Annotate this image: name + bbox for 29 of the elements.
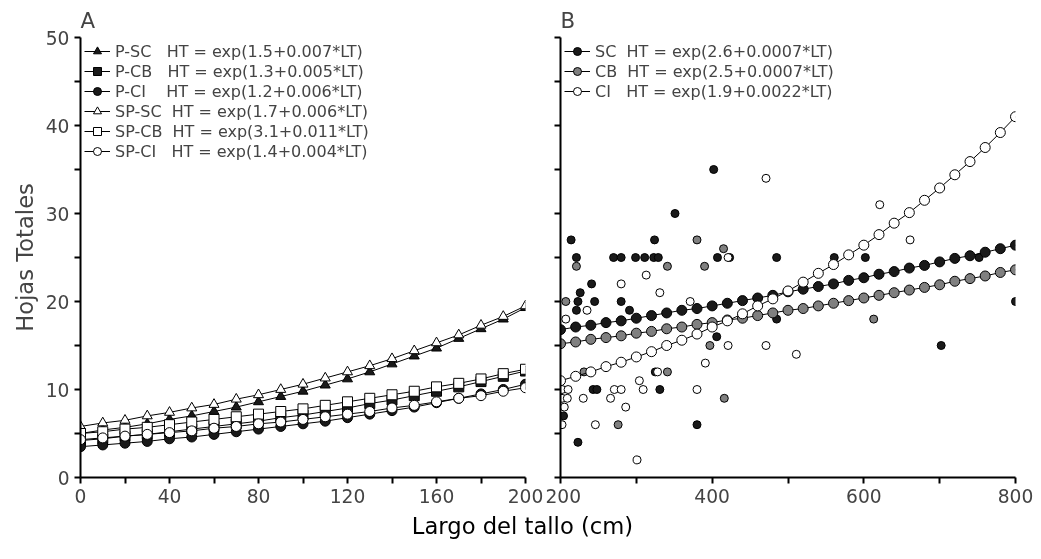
x-tick-label: 40 [157,485,182,507]
legend-label: P-CI HT = exp(1.2+0.006*LT) [115,81,363,101]
x-axis-title: Largo del tallo (cm) [411,512,634,541]
x-tick-label: 800 [997,485,1034,507]
legend-label: SC HT = exp(2.6+0.0007*LT) [595,41,833,61]
y-tick-label: 50 [45,27,70,49]
x-tick-label: 600 [846,485,882,507]
chart-title: B [560,7,576,33]
x-tick-label: 0 [74,485,87,507]
y-axis-title: Hojas Totales [11,183,38,332]
legend-label: CB HT = exp(2.5+0.0007*LT) [595,61,834,81]
legend-label: SP-CB HT = exp(3.1+0.011*LT) [115,121,369,141]
legend-label: CI HT = exp(1.9+0.0022*LT) [595,81,833,101]
x-tick-label: 80 [246,485,271,507]
y-tick-label: 20 [45,291,70,313]
legend-label: SP-SC HT = exp(1.7+0.006*LT) [115,101,368,121]
x-tick-label: 160 [418,485,455,507]
x-tick-label: 200 [545,485,582,507]
legend-label: P-SC HT = exp(1.5+0.007*LT) [115,41,363,61]
x-tick-label: 200 [507,485,544,507]
y-tick-label: 40 [45,115,70,137]
legend-label: P-CB HT = exp(1.3+0.005*LT) [115,61,364,81]
chart-title: A [80,7,96,33]
x-tick-label: 120 [329,485,366,507]
y-tick-label: 10 [45,379,70,401]
x-tick-label: 400 [694,485,730,507]
y-tick-label: 30 [45,203,70,225]
y-tick-label: 0 [57,467,70,489]
legend-label: SP-CI HT = exp(1.4+0.004*LT) [115,141,368,161]
